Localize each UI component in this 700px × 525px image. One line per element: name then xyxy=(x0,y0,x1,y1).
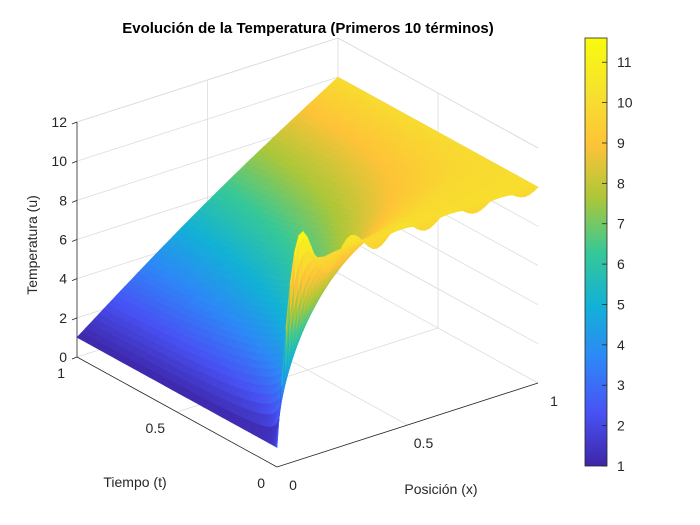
colorbar-tick-label: 2 xyxy=(617,418,625,434)
box-edge xyxy=(337,37,539,149)
z-tick-mark xyxy=(71,278,78,282)
surface-patch xyxy=(350,234,356,238)
colorbar-tick-label: 7 xyxy=(617,216,625,232)
surface-patch xyxy=(419,225,426,230)
z-tick-mark xyxy=(71,356,78,360)
z-tick-label: 6 xyxy=(59,232,67,248)
z-tick-label: 8 xyxy=(59,192,67,208)
box-edge xyxy=(76,37,339,123)
y-tick-label: 0 xyxy=(257,475,265,491)
z-tick-label: 2 xyxy=(59,310,67,326)
chart-title: Evolución de la Temperatura (Primeros 10… xyxy=(122,20,494,37)
z-tick-mark xyxy=(71,121,78,125)
colorbar-tick-label: 6 xyxy=(617,256,625,272)
z-tick-mark xyxy=(71,317,78,321)
y-axis-label: Tiempo (t) xyxy=(103,474,166,490)
surface xyxy=(76,76,539,449)
surface-patch xyxy=(520,195,526,198)
y-axis xyxy=(76,356,278,468)
colorbar-tick-label: 11 xyxy=(617,54,632,70)
colorbar xyxy=(584,37,608,467)
colorbar-tick-label: 8 xyxy=(617,175,625,191)
z-axis-label: Temperatura (u) xyxy=(24,195,40,295)
surface-patch xyxy=(420,228,426,231)
z-tick-label: 0 xyxy=(59,349,67,365)
surface-patch xyxy=(515,195,521,198)
z-tick-mark xyxy=(71,160,78,164)
surface-patch xyxy=(402,222,408,225)
z-tick-mark xyxy=(71,199,78,203)
z-tick-label: 4 xyxy=(59,271,67,287)
colorbar-tick-label: 3 xyxy=(617,377,625,393)
x-tick-label: 0 xyxy=(289,477,297,493)
surface-patch xyxy=(276,385,282,449)
y-tick-label: 1 xyxy=(57,365,65,381)
x-tick-label: 1 xyxy=(550,393,558,409)
colorbar-tick-label: 4 xyxy=(617,337,625,353)
x-tick-label: 0.5 xyxy=(414,435,434,451)
surface-patch xyxy=(467,211,474,214)
z-tick-label: 10 xyxy=(51,153,67,169)
colorbar-ticks: 1 2 3 4 5 6 7 8 9 10 11 xyxy=(602,54,633,474)
colorbar-tick-label: 5 xyxy=(617,296,625,312)
x-axis xyxy=(276,382,539,468)
colorbar-tick-label: 1 xyxy=(617,458,625,474)
colorbar-tick-label: 9 xyxy=(617,135,625,151)
z-tick-label: 12 xyxy=(51,114,67,130)
surface-patch xyxy=(502,192,508,195)
surface-patch xyxy=(372,246,378,250)
z-tick-mark xyxy=(71,239,78,242)
x-axis-label: Posición (x) xyxy=(404,481,477,497)
y-tick-label: 0.5 xyxy=(146,420,166,436)
colorbar-tick-label: 10 xyxy=(617,95,633,111)
